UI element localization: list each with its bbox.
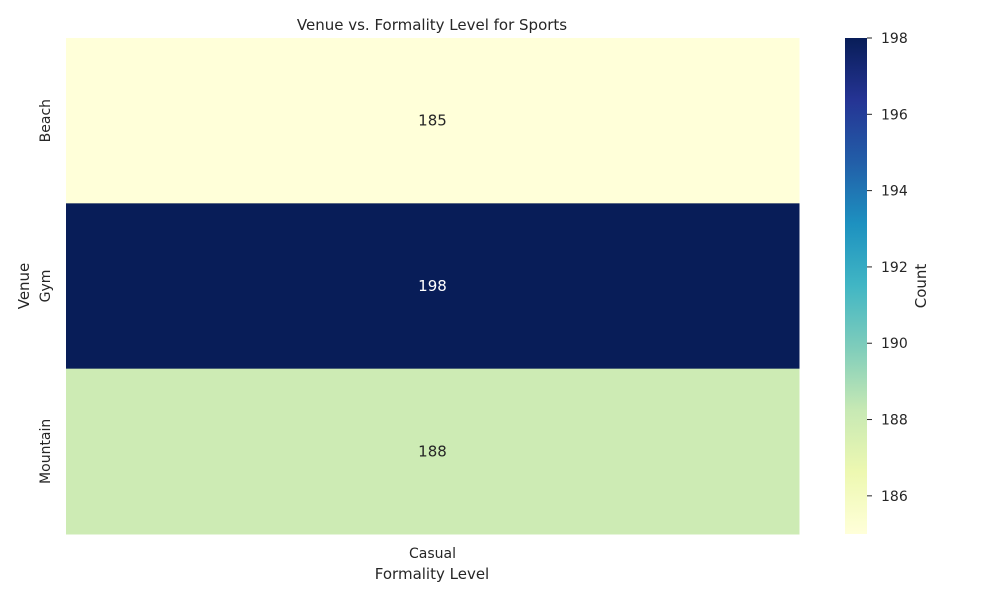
x-tick-label: Casual [409, 546, 456, 562]
y-tick-label: Gym [38, 270, 54, 303]
colorbar-ticks: 186 188 190 192 194 196 198 [867, 31, 908, 505]
x-tick-labels: Casual [409, 546, 456, 562]
colorbar-tick-label: 196 [881, 107, 908, 123]
colorbar-tick-label: 188 [881, 413, 908, 429]
colorbar-tick-label: 192 [881, 260, 908, 276]
colorbar-tick-label: 186 [881, 489, 908, 505]
cell-annotations: 185 198 188 [418, 112, 447, 461]
colorbar [845, 38, 867, 534]
y-axis-label: Venue [15, 263, 33, 310]
y-tick-labels: Beach Gym Mountain [38, 99, 54, 484]
heatmap-cells [66, 38, 800, 535]
colorbar-tick-label: 190 [881, 336, 908, 352]
colorbar-tick-label: 198 [881, 31, 908, 47]
colorbar-label: Count [912, 264, 930, 309]
y-tick-label: Mountain [38, 419, 54, 484]
y-tick-label: Beach [38, 99, 54, 142]
heatmap-cell-mountain [66, 368, 800, 535]
colorbar-tick-label: 194 [881, 184, 908, 200]
x-axis-label: Formality Level [375, 565, 489, 583]
cell-value-label: 185 [418, 112, 447, 130]
heatmap-cell-beach [66, 38, 800, 204]
heatmap-cell-gym [66, 203, 800, 370]
cell-value-label: 198 [418, 277, 447, 295]
cell-value-label: 188 [418, 442, 447, 460]
chart-title: Venue vs. Formality Level for Sports [297, 16, 567, 34]
